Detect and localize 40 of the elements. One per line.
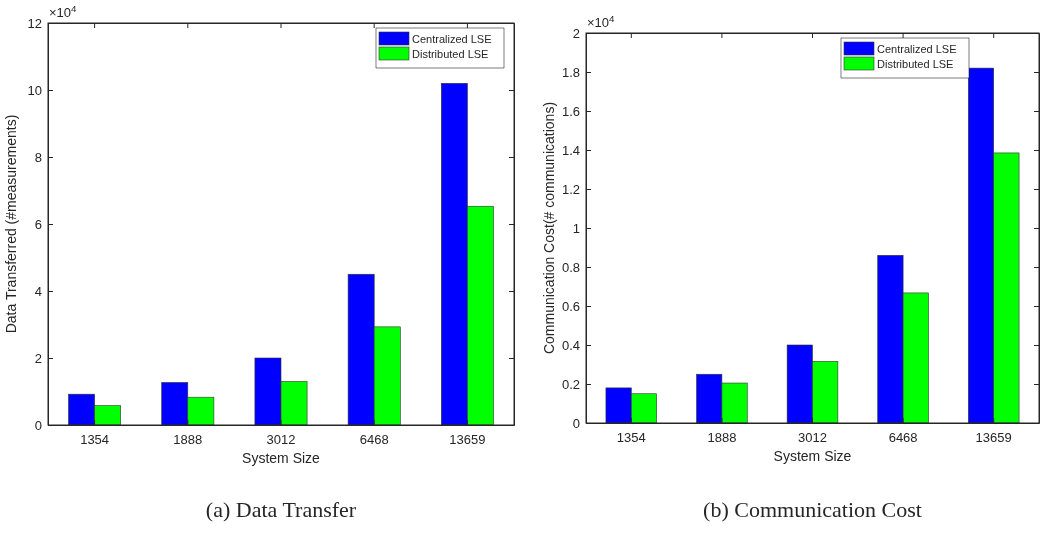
y-tick-label: 0.4 [561, 337, 580, 353]
y-tick-label: 0.8 [561, 259, 580, 275]
text: ×10$^{4}$ [49, 2, 78, 20]
y-tick-label: 1.6 [561, 103, 580, 119]
y-tick-label: 8 [34, 149, 42, 165]
text: (a) Data Transfer [205, 497, 357, 522]
y-tick-label: 0.2 [561, 376, 580, 392]
x-tick-label: 1888 [707, 430, 737, 446]
x-tick-label: 13659 [975, 430, 1012, 446]
y-tick-label: 12 [27, 15, 42, 31]
y-tick-label: 1.2 [561, 181, 580, 197]
y-tick-label: 6 [34, 216, 42, 232]
legend-label: Distributed LSE [412, 48, 489, 60]
y-axis-title: Communication Cost(# communications) [541, 101, 557, 355]
legend-label: Distributed LSE [877, 58, 954, 70]
y-tick-label: 10 [27, 82, 42, 98]
x-tick-label: 13659 [449, 432, 486, 448]
x-tick-label: 1354 [80, 432, 110, 448]
y-tick-label: 2 [572, 25, 580, 41]
y-axis-title: Data Transferred (#measurements) [3, 114, 19, 334]
y-tick-label: 1 [572, 220, 580, 236]
x-tick-label: 6468 [888, 430, 918, 446]
x-tick-label: 3012 [798, 430, 827, 446]
x-axis-title: System Size [773, 448, 852, 464]
y-tick-label: 0 [34, 417, 42, 433]
y-tick-label: 1.4 [561, 142, 580, 158]
legend-label: Centralized LSE [877, 43, 957, 55]
text: ×10$^{4}$ [587, 12, 616, 30]
y-tick-label: 0 [572, 415, 580, 431]
y-tick-label: 4 [34, 283, 42, 299]
text: (b) Communication Cost [703, 497, 922, 522]
x-tick-label: 6468 [359, 432, 389, 448]
y-tick-label: 0.6 [561, 298, 580, 314]
x-axis-title: System Size [242, 450, 321, 466]
y-tick-label: 1.8 [561, 64, 580, 80]
x-tick-label: 3012 [266, 432, 296, 448]
y-tick-label: 2 [34, 350, 42, 366]
x-tick-label: 1888 [173, 432, 203, 448]
x-tick-label: 1354 [616, 430, 646, 446]
legend-label: Centralized LSE [412, 33, 492, 45]
